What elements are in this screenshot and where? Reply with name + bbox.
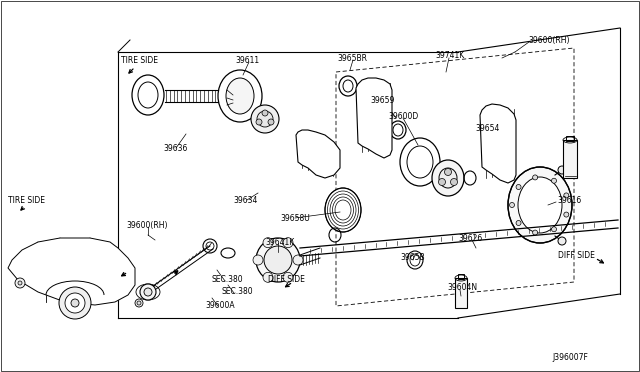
Text: 39600(RH): 39600(RH) <box>126 221 168 230</box>
Text: 39600(RH): 39600(RH) <box>528 35 570 45</box>
Circle shape <box>532 230 538 235</box>
Circle shape <box>564 193 569 198</box>
Text: 39741K: 39741K <box>435 51 464 60</box>
Text: 39659: 39659 <box>370 96 394 105</box>
Bar <box>563 140 577 178</box>
Circle shape <box>509 202 515 208</box>
Circle shape <box>135 299 143 307</box>
Ellipse shape <box>508 167 572 243</box>
Circle shape <box>516 221 521 225</box>
Polygon shape <box>8 238 135 305</box>
Bar <box>458 274 464 279</box>
Text: 39600A: 39600A <box>205 301 235 311</box>
Circle shape <box>532 175 538 180</box>
Text: 39654: 39654 <box>475 124 499 132</box>
Text: 39641K: 39641K <box>265 237 294 247</box>
Circle shape <box>445 169 451 176</box>
Circle shape <box>558 237 566 245</box>
Polygon shape <box>356 78 392 158</box>
Circle shape <box>137 301 141 305</box>
Ellipse shape <box>439 168 457 188</box>
Text: TIRE SIDE: TIRE SIDE <box>8 196 45 205</box>
Text: 39626: 39626 <box>458 234 483 243</box>
Text: 39658U: 39658U <box>280 214 310 222</box>
Circle shape <box>140 284 156 300</box>
Ellipse shape <box>264 246 292 274</box>
Circle shape <box>268 119 274 125</box>
Ellipse shape <box>283 272 293 282</box>
Circle shape <box>65 293 85 313</box>
Text: DIFF SIDE: DIFF SIDE <box>268 276 305 285</box>
Circle shape <box>552 227 557 232</box>
Circle shape <box>262 110 268 116</box>
Text: 3965B: 3965B <box>400 253 424 263</box>
Circle shape <box>256 119 262 125</box>
Ellipse shape <box>253 255 263 265</box>
Text: SEC.380: SEC.380 <box>212 276 244 285</box>
Ellipse shape <box>263 272 273 282</box>
Circle shape <box>552 178 557 183</box>
Text: 3965BR: 3965BR <box>337 54 367 62</box>
Ellipse shape <box>325 188 361 232</box>
Text: 39636: 39636 <box>163 144 188 153</box>
Bar <box>566 136 574 141</box>
Circle shape <box>71 299 79 307</box>
Text: 39600D: 39600D <box>388 112 419 121</box>
Circle shape <box>516 185 521 189</box>
Circle shape <box>564 212 569 217</box>
Ellipse shape <box>257 111 273 127</box>
Bar <box>455 278 467 308</box>
Ellipse shape <box>263 238 273 248</box>
Circle shape <box>451 179 458 186</box>
Text: J396007F: J396007F <box>552 353 588 362</box>
Ellipse shape <box>251 105 279 133</box>
Circle shape <box>558 166 566 174</box>
Text: 39604N: 39604N <box>447 283 477 292</box>
Polygon shape <box>296 130 340 178</box>
Text: 39616: 39616 <box>557 196 581 205</box>
Ellipse shape <box>226 78 254 114</box>
Text: DIFF SIDE: DIFF SIDE <box>558 250 595 260</box>
Circle shape <box>15 278 25 288</box>
Text: 39611: 39611 <box>235 55 259 64</box>
Text: TIRE SIDE: TIRE SIDE <box>121 55 158 64</box>
Circle shape <box>438 179 445 186</box>
Ellipse shape <box>432 160 464 196</box>
Ellipse shape <box>256 238 300 282</box>
Circle shape <box>59 287 91 319</box>
Ellipse shape <box>283 238 293 248</box>
Text: 39634: 39634 <box>233 196 257 205</box>
Circle shape <box>144 288 152 296</box>
Text: SEC.380: SEC.380 <box>222 288 253 296</box>
Circle shape <box>18 281 22 285</box>
Polygon shape <box>480 104 516 183</box>
Ellipse shape <box>518 177 562 233</box>
Ellipse shape <box>293 255 303 265</box>
